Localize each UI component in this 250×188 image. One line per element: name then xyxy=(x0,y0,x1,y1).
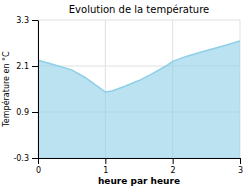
y-axis-line xyxy=(38,21,39,159)
y-tick-label: -0.3 xyxy=(13,154,29,163)
y-tick-mark xyxy=(32,66,38,67)
y-tick-mark xyxy=(32,112,38,113)
x-tick: 1 xyxy=(103,158,108,175)
chart: 0 1 2 3 -0.3 0.9 2.1 3.3 Evolution de la tempéra… xyxy=(0,0,250,188)
plot: 0 1 2 3 -0.3 0.9 2.1 3.3 xyxy=(13,16,243,175)
x-tick: 3 xyxy=(238,158,243,175)
x-tick-mark xyxy=(105,158,106,164)
y-tick-label: 2.1 xyxy=(16,62,29,71)
x-tick: 2 xyxy=(171,158,176,175)
grid xyxy=(38,20,240,158)
marks xyxy=(38,41,240,158)
y-tick: 3.3 xyxy=(16,16,38,25)
x-tick-mark xyxy=(173,158,174,164)
area xyxy=(38,41,240,158)
y-tick: 0.9 xyxy=(16,108,38,117)
title: Evolution de la température xyxy=(69,4,209,15)
y-axis: -0.3 0.9 2.1 3.3 xyxy=(13,16,38,163)
x-tick-label: 1 xyxy=(103,166,108,175)
x-tick-label: 0 xyxy=(36,166,41,175)
y-tick-label: 3.3 xyxy=(16,16,29,25)
grid-line-y xyxy=(38,20,240,21)
y-tick: 2.1 xyxy=(16,62,38,71)
x-axis-title: heure par heure xyxy=(98,176,180,186)
line xyxy=(38,41,240,92)
x-tick: 0 xyxy=(36,158,41,175)
x-tick-label: 3 xyxy=(238,166,243,175)
y-axis-title: Température en °C xyxy=(1,51,11,128)
x-axis-line xyxy=(39,158,241,159)
x-tick-label: 2 xyxy=(171,166,176,175)
y-tick-mark xyxy=(32,20,38,21)
x-tick-mark xyxy=(240,158,241,164)
y-tick-mark xyxy=(32,158,38,159)
grid-line-x xyxy=(38,20,39,158)
x-axis: 0 1 2 3 xyxy=(36,158,243,175)
y-tick-label: 0.9 xyxy=(16,108,29,117)
y-tick: -0.3 xyxy=(13,154,38,163)
x-tick-mark xyxy=(38,158,39,164)
